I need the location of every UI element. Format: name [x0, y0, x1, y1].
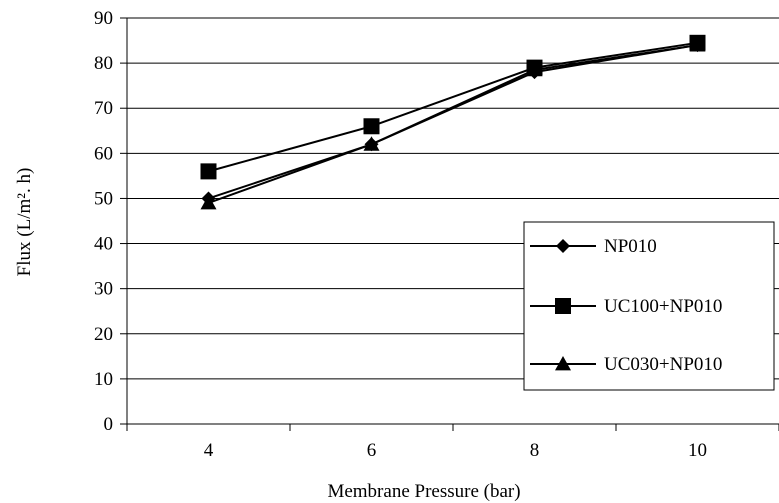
y-tick-label: 20	[94, 324, 113, 345]
series-2	[200, 37, 706, 210]
legend: NP010 UC100+NP010 UC030+NP010	[523, 221, 775, 391]
legend-marker-square	[555, 298, 571, 314]
x-tick-labels: 4 6 8 10	[204, 440, 707, 461]
legend-marker-triangle	[555, 356, 571, 371]
y-tick-label: 40	[94, 234, 113, 255]
y-tick-labels: 0 10 20 30 40 50 60 70 80 90	[94, 8, 113, 435]
x-tick-label: 6	[367, 440, 377, 461]
legend-label: NP010	[604, 236, 657, 257]
y-tick-label: 50	[94, 188, 113, 209]
legend-entry: UC030+NP010	[530, 354, 722, 375]
data-point-triangle	[363, 136, 380, 151]
data-point-square	[200, 163, 217, 180]
y-tick-label: 90	[94, 8, 113, 29]
grid-lines	[127, 17, 779, 380]
series-line	[208, 44, 698, 200]
legend-marker-diamond	[556, 239, 570, 253]
y-tick-label: 0	[104, 414, 114, 435]
x-tick-label: 10	[688, 440, 707, 461]
data-point-triangle	[526, 61, 543, 77]
x-axis-title: Membrane Pressure (bar)	[327, 481, 520, 502]
axes	[120, 17, 779, 431]
x-tick-label: 4	[204, 440, 214, 461]
y-tick-label: 80	[94, 53, 113, 74]
series-group	[200, 34, 706, 210]
y-tick-label: 60	[94, 143, 113, 164]
y-axis-title: Flux (L/m². h)	[14, 168, 35, 277]
y-tick-label: 10	[94, 369, 113, 390]
legend-label: UC030+NP010	[604, 354, 722, 375]
series-line	[208, 44, 698, 204]
data-point-square	[363, 118, 380, 135]
data-point-triangle	[200, 194, 217, 210]
series-line	[208, 41, 698, 173]
legend-label: UC100+NP010	[604, 296, 722, 317]
legend-entry: NP010	[530, 236, 657, 257]
data-point-triangle	[689, 37, 706, 52]
y-tick-label: 30	[94, 279, 113, 300]
legend-entry: UC100+NP010	[530, 296, 722, 317]
y-tick-label: 70	[94, 98, 113, 119]
x-tick-label: 8	[530, 440, 540, 461]
